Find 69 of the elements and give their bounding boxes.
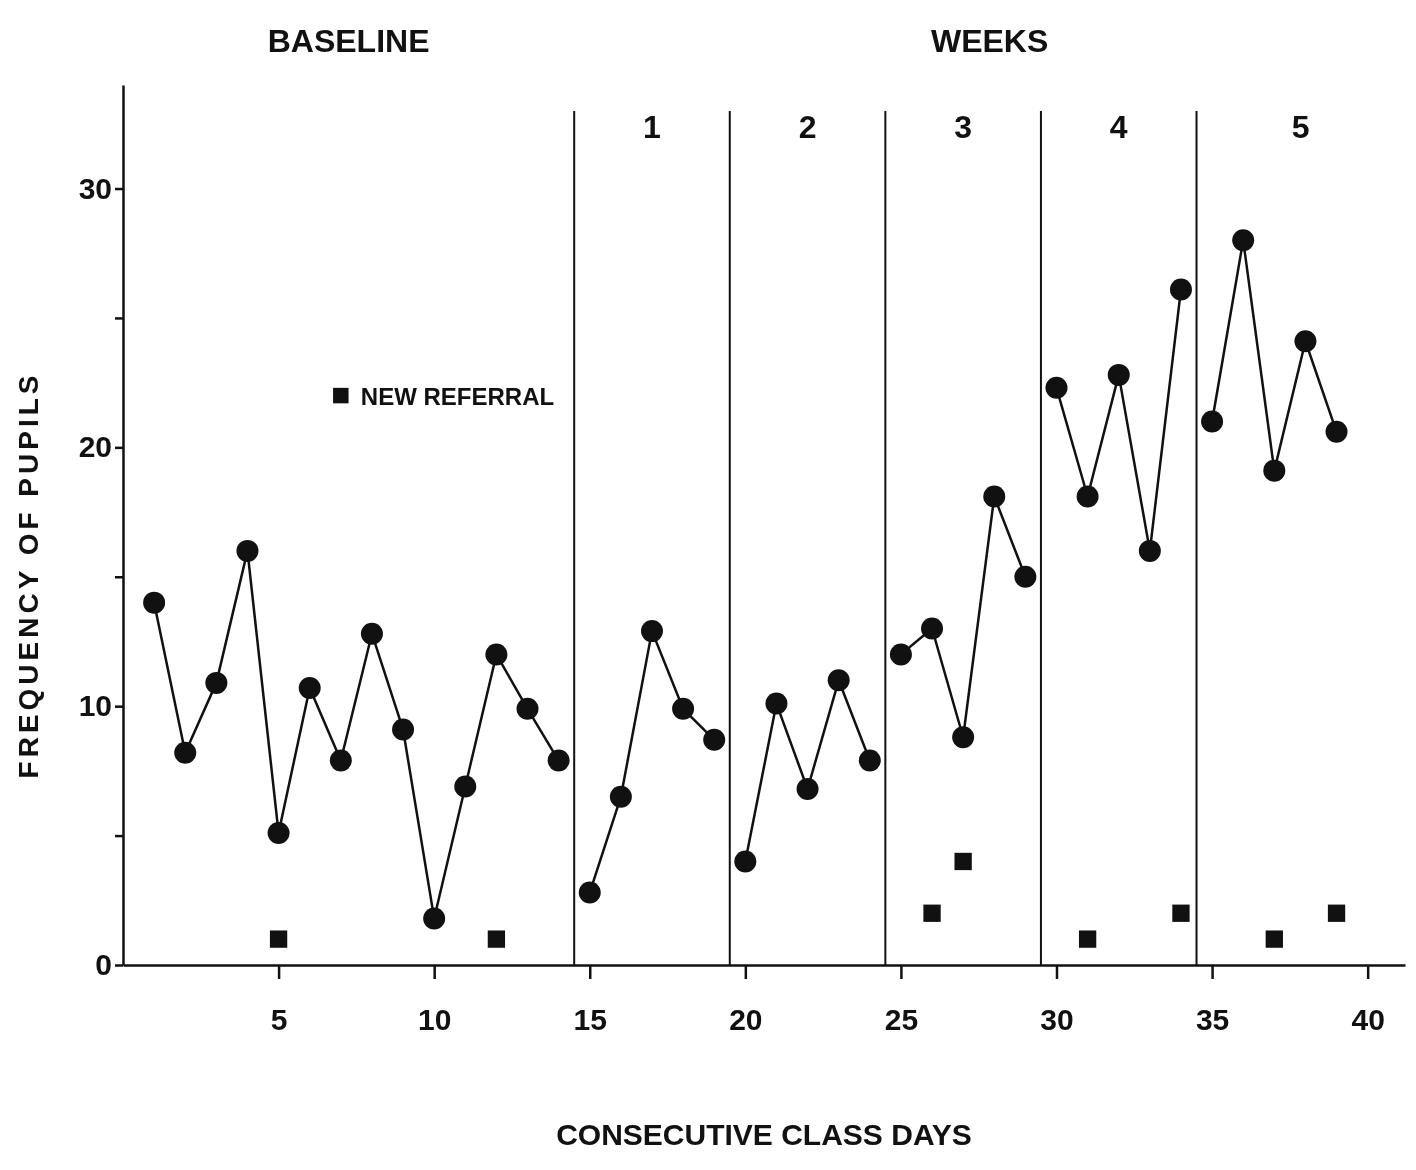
point: [454, 775, 477, 798]
point: [703, 728, 726, 751]
point: [1232, 229, 1255, 252]
point: [174, 741, 197, 764]
point: [889, 643, 912, 666]
point: [796, 778, 819, 800]
y-tick-label: 20: [78, 430, 112, 464]
point: [1169, 278, 1192, 301]
annotation: 2: [798, 109, 817, 145]
point: [1014, 565, 1037, 588]
point: [298, 677, 321, 700]
legend-label: NEW REFERRAL: [360, 382, 555, 410]
point: [1045, 376, 1068, 399]
y-tick-label: 0: [95, 948, 112, 982]
x-tick-label: 20: [729, 1003, 763, 1036]
point: [765, 692, 788, 715]
x-tick-label: 10: [417, 1003, 452, 1036]
x-tick-label: 40: [1351, 1003, 1385, 1036]
point: [1265, 930, 1283, 948]
point: [329, 749, 352, 772]
point: [827, 669, 850, 692]
point: [236, 539, 259, 562]
point: [952, 726, 975, 749]
point: [1327, 904, 1346, 922]
point: [1263, 459, 1286, 482]
point: [734, 850, 757, 873]
point: [423, 907, 446, 930]
x-tick-label: 15: [573, 1003, 607, 1036]
point: [143, 591, 166, 614]
point: [1107, 363, 1130, 386]
point: [672, 697, 695, 720]
point: [1294, 330, 1317, 353]
point: [1078, 930, 1097, 948]
y-tick-label: 30: [78, 171, 112, 205]
y-axis-title: FREQUENCY OF PUPILS: [13, 371, 44, 779]
point: [360, 622, 383, 645]
point: [1076, 485, 1099, 508]
x-axis-title: CONSECUTIVE CLASS DAYS: [556, 1118, 972, 1151]
point: [485, 643, 508, 666]
point: [983, 485, 1006, 508]
x-tick-label: 25: [884, 1003, 919, 1036]
annotation: 1: [643, 109, 661, 145]
annotation: 3: [954, 109, 973, 145]
point: [1325, 420, 1348, 443]
point: [954, 852, 972, 871]
x-tick-label: 5: [270, 1003, 288, 1036]
point: [1172, 904, 1190, 922]
point: [923, 904, 941, 922]
point: [205, 671, 228, 694]
point: [547, 749, 570, 772]
annotation: 5: [1291, 109, 1310, 145]
point: [921, 617, 944, 640]
point: [516, 697, 539, 720]
x-tick-label: 30: [1040, 1003, 1074, 1036]
point: [609, 785, 632, 808]
y-tick-label: 10: [78, 689, 112, 723]
point: [392, 718, 415, 741]
point: [267, 822, 290, 844]
point: [640, 620, 663, 643]
text: BASELINE: [267, 23, 430, 59]
point: [858, 749, 881, 772]
annotation: 4: [1109, 109, 1128, 145]
text: WEEKS: [930, 23, 1049, 59]
point: [1201, 410, 1224, 433]
x-tick-label: 35: [1195, 1003, 1230, 1036]
point: [269, 930, 288, 948]
point: [1138, 539, 1161, 562]
point: [487, 930, 506, 948]
point: [578, 881, 601, 904]
